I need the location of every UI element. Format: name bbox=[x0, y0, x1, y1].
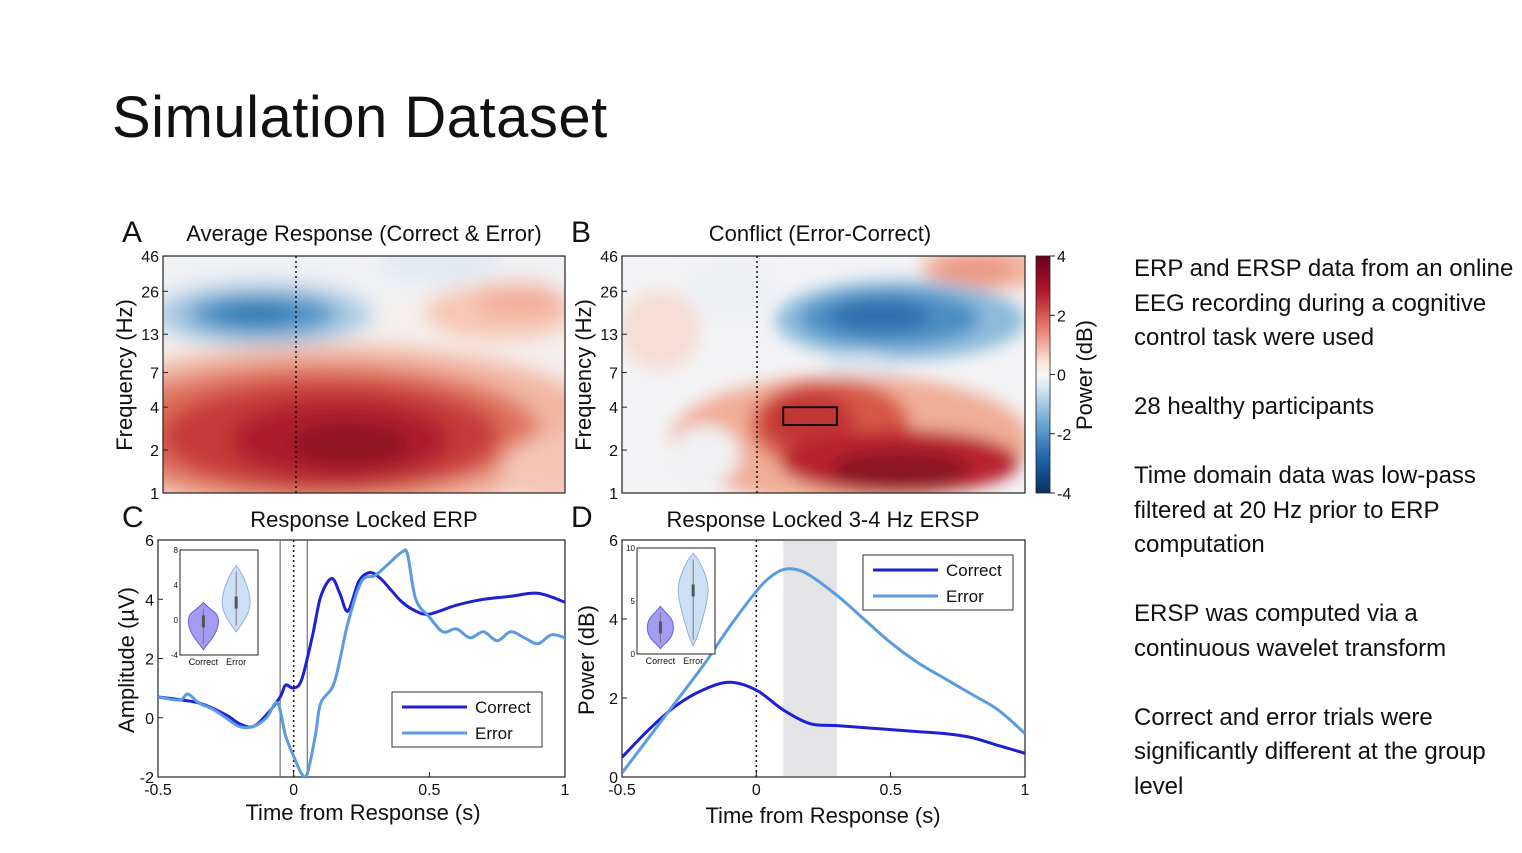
inset-ytick-label: 8 bbox=[174, 546, 179, 555]
panel-b-roi-box bbox=[782, 406, 838, 426]
slide-title: Simulation Dataset bbox=[112, 85, 608, 150]
inset-category-label: Error bbox=[683, 656, 703, 666]
legend-label-error: Error bbox=[475, 724, 513, 743]
bullet-item: Time domain data was low-pass filtered a… bbox=[1134, 462, 1476, 558]
panel-a-yticks: 1 2 4 7 13 26 46 bbox=[141, 249, 168, 503]
panel-d-inset: 0 5 10 Correct Error bbox=[626, 544, 716, 666]
inset-category-label: Correct bbox=[646, 656, 676, 666]
xtick-label: 0.5 bbox=[418, 782, 440, 799]
ytick-label: 13 bbox=[141, 327, 159, 344]
legend-label-correct: Correct bbox=[946, 561, 1002, 580]
legend-box bbox=[862, 554, 1014, 611]
panel-c-lines bbox=[158, 548, 565, 777]
ytick-label: 2 bbox=[150, 443, 159, 460]
panel-b-heatmap bbox=[622, 256, 1025, 493]
ytick-label: 26 bbox=[600, 284, 618, 301]
ytick-label: 4 bbox=[150, 400, 159, 417]
panel-a-ylabel: Frequency (Hz) bbox=[112, 299, 137, 451]
colorbar-label: Power (dB) bbox=[1072, 320, 1097, 430]
bullet-item: 28 healthy participants bbox=[1134, 393, 1375, 420]
ytick-label: 46 bbox=[141, 249, 159, 266]
panel-c-legend: Correct Error bbox=[391, 691, 543, 748]
series-line-error bbox=[158, 548, 565, 777]
panel-b-title: Conflict (Error-Correct) bbox=[709, 221, 931, 246]
panel-d-xlabel: Time from Response (s) bbox=[705, 803, 940, 828]
xtick-label: 0.5 bbox=[880, 782, 902, 799]
series-line-correct bbox=[622, 680, 1025, 759]
ytick-label: 2 bbox=[609, 443, 618, 460]
xtick-label: 1 bbox=[1021, 782, 1030, 799]
colorbar-tick-label: 4 bbox=[1057, 249, 1066, 266]
ytick-label: 0 bbox=[609, 770, 618, 787]
panel-d-lines bbox=[622, 567, 1025, 774]
panel-a-frame bbox=[162, 255, 566, 494]
ytick-label: 6 bbox=[145, 533, 154, 550]
panel-d-title: Response Locked 3-4 Hz ERSP bbox=[666, 507, 979, 532]
inset-ytick-label: 4 bbox=[174, 581, 179, 590]
bullet-item: Correct and error trials were significan… bbox=[1134, 703, 1486, 800]
bullet-list: ERP and ERSP data from an online EEG rec… bbox=[1134, 252, 1519, 839]
inset-ytick-label: -4 bbox=[171, 651, 179, 660]
panel-d-legend: Correct Error bbox=[862, 554, 1014, 611]
colorbar-tick-label: -4 bbox=[1057, 486, 1071, 503]
colorbar-tick-label: -2 bbox=[1057, 427, 1071, 444]
panel-label-a: A bbox=[122, 216, 142, 249]
panel-b-yticks: 1 2 4 7 13 26 46 bbox=[600, 249, 627, 503]
panel-label-d: D bbox=[571, 501, 593, 534]
panel-a-heatmap bbox=[163, 256, 565, 493]
panel-a-title: Average Response (Correct & Error) bbox=[186, 221, 541, 246]
panel-d-ylabel: Power (dB) bbox=[574, 605, 599, 715]
panel-d-shaded-window bbox=[783, 541, 837, 776]
ytick-label: 4 bbox=[609, 400, 618, 417]
xtick-label: 0 bbox=[289, 782, 298, 799]
colorbar-tick-label: 0 bbox=[1057, 368, 1066, 385]
legend-label-correct: Correct bbox=[475, 698, 531, 717]
ytick-label: 2 bbox=[145, 652, 154, 669]
ytick-label: 7 bbox=[150, 366, 159, 383]
xtick-label: 1 bbox=[561, 782, 570, 799]
bullet-item: ERP and ERSP data from an online EEG rec… bbox=[1134, 255, 1514, 351]
panel-label-b: B bbox=[571, 216, 591, 249]
inset-ytick-label: 0 bbox=[631, 650, 636, 659]
ytick-label: 1 bbox=[609, 486, 618, 503]
bullet-item: ERSP was computed via a continuous wavel… bbox=[1134, 600, 1447, 662]
ytick-label: 6 bbox=[609, 533, 618, 550]
ytick-label: 2 bbox=[609, 691, 618, 708]
ytick-label: 46 bbox=[600, 249, 618, 266]
ytick-label: 0 bbox=[145, 711, 154, 728]
legend-label-error: Error bbox=[946, 587, 984, 606]
xtick-label: -0.5 bbox=[144, 782, 172, 799]
ytick-label: 1 bbox=[150, 486, 159, 503]
panel-b-frame bbox=[621, 255, 1026, 494]
colorbar-ticks: 4 2 0 -2 -4 bbox=[1050, 249, 1071, 503]
panel-c-ylabel: Amplitude (µV) bbox=[114, 587, 139, 733]
ytick-label: 7 bbox=[609, 366, 618, 383]
ytick-label: 13 bbox=[600, 327, 618, 344]
inset-category-label: Correct bbox=[189, 657, 219, 667]
inset-category-label: Error bbox=[226, 657, 246, 667]
colorbar bbox=[1035, 255, 1051, 494]
ytick-label: 26 bbox=[141, 284, 159, 301]
legend-box bbox=[391, 691, 543, 748]
colorbar-tick-label: 2 bbox=[1057, 308, 1066, 325]
panel-label-c: C bbox=[122, 501, 144, 534]
panel-c-inset: -4 0 4 8 Correct Error bbox=[171, 546, 259, 667]
ytick-label: 4 bbox=[145, 592, 154, 609]
inset-ytick-label: 10 bbox=[626, 544, 635, 553]
inset-ytick-label: 0 bbox=[174, 616, 179, 625]
panel-c-xlabel: Time from Response (s) bbox=[245, 800, 480, 825]
panel-b-ylabel: Frequency (Hz) bbox=[571, 299, 596, 451]
ytick-label: -2 bbox=[140, 770, 154, 787]
xtick-label: 0 bbox=[752, 782, 761, 799]
panel-c-title: Response Locked ERP bbox=[250, 507, 477, 532]
panel-c-axes: -0.5 0 0.5 1 -2 0 2 4 6 bbox=[140, 533, 570, 799]
ytick-label: 4 bbox=[609, 612, 618, 629]
inset-ytick-label: 5 bbox=[631, 597, 636, 606]
series-line-error bbox=[622, 567, 1025, 774]
xtick-label: -0.5 bbox=[608, 782, 636, 799]
